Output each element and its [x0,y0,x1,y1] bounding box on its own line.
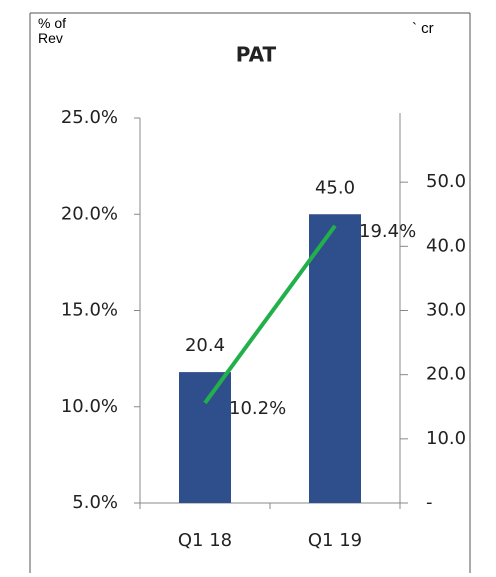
x-tick-label: Q1 18 [178,530,232,551]
chart-title: PAT [236,43,277,67]
line-value-label: 19.4% [359,221,416,242]
bar [179,372,231,503]
y-tick-label: 10.0% [61,396,118,417]
y2-axis-label: ` cr [412,20,434,37]
y-axis-label: % of Rev [38,15,67,46]
y-tick-label: 5.0% [72,492,118,513]
y-tick-label: 25.0% [61,107,118,128]
y-tick-label: 20.0% [61,203,118,224]
y2-tick-label: - [426,492,433,513]
x-tick-label: Q1 19 [308,530,362,551]
y-tick-label: 15.0% [61,300,118,321]
bar-value-label: 45.0 [315,177,355,198]
y2-tick-label: 20.0 [426,364,466,385]
y2-tick-label: 40.0 [426,235,466,256]
y2-tick-label: 50.0 [426,171,466,192]
y2-tick-label: 30.0 [426,300,466,321]
y2-tick-label: 10.0 [426,428,466,449]
line-value-label: 10.2% [229,398,286,419]
bar [309,214,361,503]
line [203,224,337,405]
bar-value-label: 20.4 [185,335,225,356]
